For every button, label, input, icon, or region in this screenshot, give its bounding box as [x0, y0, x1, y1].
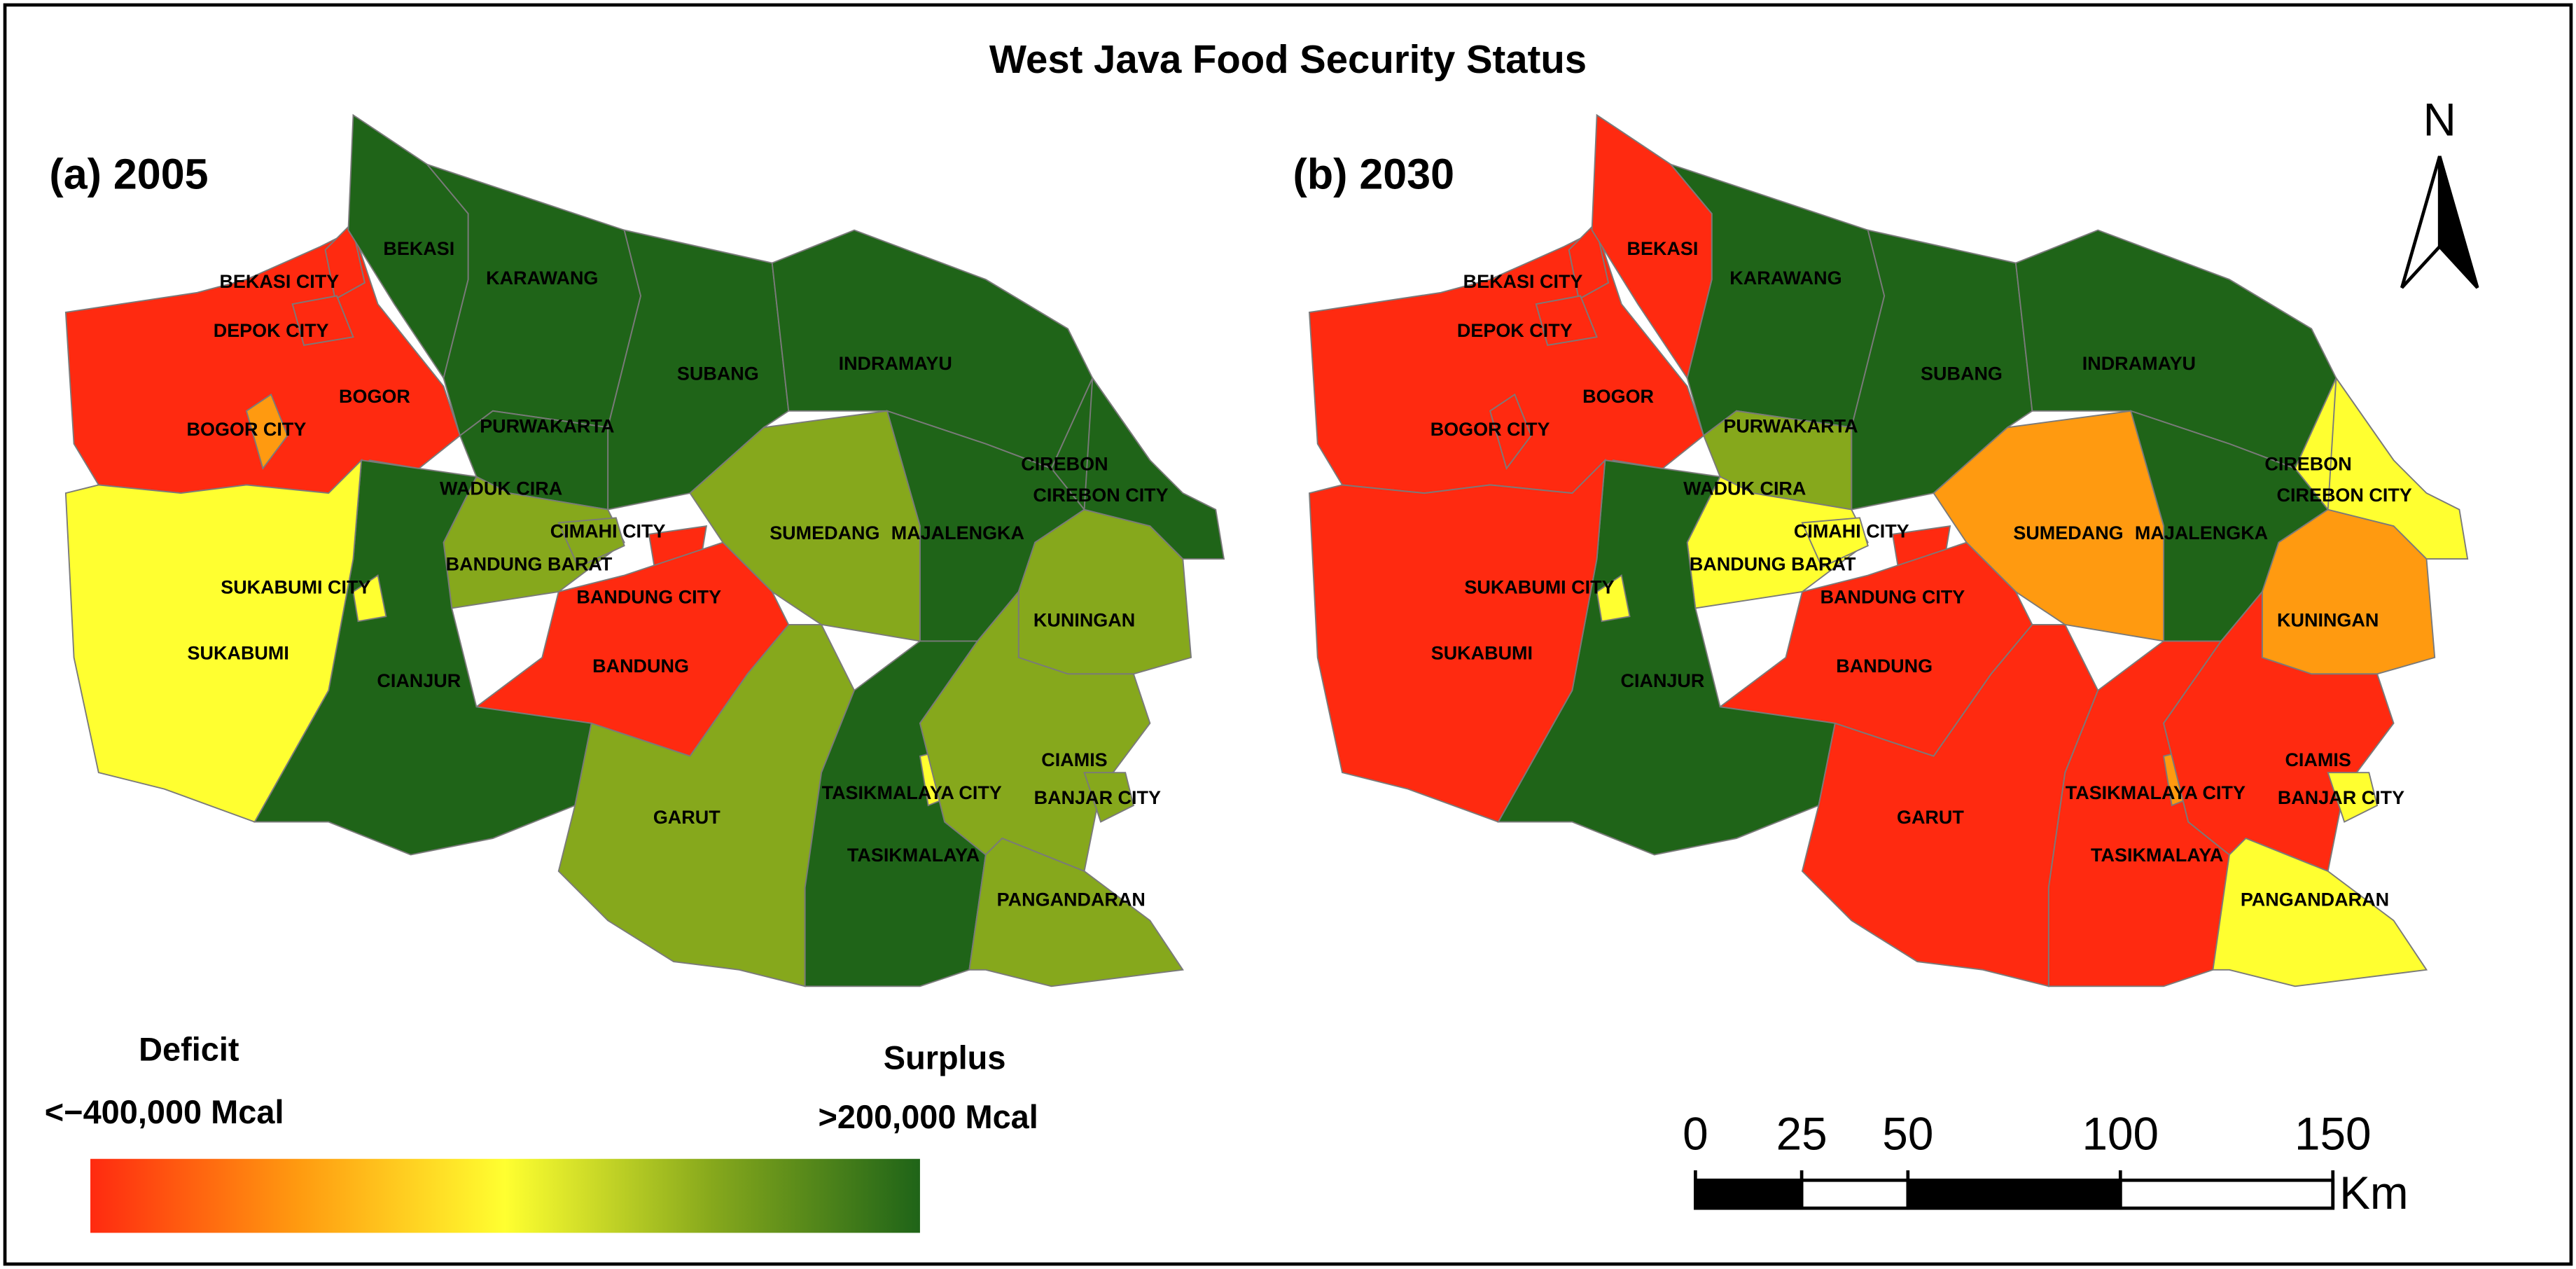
region: [1568, 222, 1610, 300]
region-label: DEPOK CITY: [214, 320, 329, 341]
region-label: SUMEDANG: [770, 522, 879, 543]
region-label: BEKASI: [1627, 238, 1699, 259]
region: [64, 458, 363, 823]
region-label: KARAWANG: [486, 268, 598, 289]
region-label: BANDUNG: [592, 656, 689, 677]
region-label: WADUK CIRA: [440, 478, 562, 499]
region-label: DEPOK CITY: [1457, 320, 1573, 341]
legend-gradient: [90, 1158, 920, 1233]
region-label: CIREBON CITY: [2277, 485, 2412, 506]
region: [2327, 772, 2379, 823]
region-label: TASIKMALAYA: [2091, 845, 2223, 866]
region-label: SUKABUMI CITY: [1464, 576, 1614, 597]
region-label: PANGANDARAN: [2241, 889, 2389, 910]
region: [2327, 376, 2469, 560]
region: [968, 837, 1184, 987]
region: [1489, 393, 1532, 471]
region-label: BANDUNG: [1836, 656, 1933, 677]
region-label: BANDUNG BARAT: [446, 554, 613, 575]
region: [324, 222, 365, 300]
title: West Java Food Security Status: [989, 37, 1587, 81]
region-label: CIMAHI CITY: [1794, 521, 1909, 542]
region-label: CIREBON: [2264, 453, 2351, 474]
scale-segment: [1799, 1178, 1910, 1210]
region-label: BOGOR CITY: [187, 419, 307, 440]
panel: (b) 2030 BEKASI BEKASI CITY DEPOK CITY BOGOR…: [1293, 113, 2469, 987]
region-label: BOGOR: [339, 386, 410, 407]
legend-low-label: Deficit: [139, 1032, 239, 1068]
region-label: BEKASI CITY: [1463, 271, 1583, 292]
region-label: PANGANDARAN: [997, 889, 1146, 910]
panel-title: (b) 2030: [1293, 151, 1455, 198]
scale-unit: Km: [2339, 1167, 2409, 1219]
panel-title: (a) 2005: [49, 151, 208, 198]
region: [352, 574, 387, 623]
region-label: WADUK CIRA: [1683, 478, 1806, 499]
region-label: BEKASI: [383, 238, 454, 259]
region-label: BANDUNG CITY: [576, 586, 721, 607]
region: [245, 393, 288, 471]
region-label: INDRAMAYU: [839, 353, 952, 374]
legend-high-label: Surplus: [884, 1039, 1006, 1076]
region: [1535, 295, 1598, 346]
scale-tick-label: 150: [2295, 1109, 2372, 1160]
region-label: GARUT: [653, 807, 720, 828]
region-label: CIMAHI CITY: [550, 521, 666, 542]
region-label: SUKABUMI CITY: [221, 576, 370, 597]
region-label: CIREBON CITY: [1033, 485, 1168, 506]
region-label: MAJALENGKA: [2135, 522, 2268, 543]
region-label: CIAMIS: [2285, 749, 2351, 770]
scale-tick-label: 0: [1683, 1109, 1708, 1160]
region: [1309, 458, 1606, 823]
region: [1801, 517, 1869, 569]
region-label: KUNINGAN: [2277, 609, 2379, 630]
scale-segment: [1694, 1178, 1804, 1210]
region: [557, 517, 625, 569]
region-label: BANJAR CITY: [2278, 787, 2404, 808]
region-label: TASIKMALAYA CITY: [822, 782, 1002, 803]
region-label: SUKABUMI: [1431, 642, 1533, 663]
maps: (a) 2005 BEKASI BEKASI CITY DEPOK CITY BOGOR…: [49, 113, 2469, 987]
region-label: BANJAR CITY: [1034, 787, 1161, 808]
region: [1083, 772, 1135, 823]
scale-bar: 0 25 50 100 150 Km: [1683, 1109, 2409, 1219]
region-label: KUNINGAN: [1033, 609, 1135, 630]
legend-low-value: <−400,000 Mcal: [45, 1094, 284, 1130]
region-label: CIANJUR: [377, 670, 461, 691]
region-label: SUBANG: [677, 363, 759, 384]
region: [1596, 574, 1631, 623]
north-label: N: [2423, 94, 2456, 145]
region-label: GARUT: [1897, 807, 1964, 828]
region-label: MAJALENGKA: [891, 522, 1024, 543]
region-label: SUKABUMI: [188, 642, 289, 663]
scale-segment: [1906, 1178, 2122, 1210]
region-label: BANDUNG BARAT: [1690, 554, 1856, 575]
region-label: CIREBON: [1021, 453, 1108, 474]
panel: (a) 2005 BEKASI BEKASI CITY DEPOK CITY BOGOR…: [49, 113, 1225, 987]
region-label: PURWAKARTA: [480, 415, 614, 436]
region-label: TASIKMALAYA: [847, 845, 980, 866]
region-label: CIAMIS: [1041, 749, 1107, 770]
region-label: SUBANG: [1921, 363, 2003, 384]
region-label: BANDUNG CITY: [1820, 586, 1965, 607]
region-label: PURWAKARTA: [1723, 415, 1858, 436]
region: [2212, 837, 2428, 987]
region-label: BOGOR: [1582, 386, 1654, 407]
region: [1083, 376, 1225, 560]
north-arrow: [2437, 155, 2479, 289]
scale-tick-label: 50: [1882, 1109, 1933, 1160]
region: [291, 295, 354, 346]
scale-tick-label: 100: [2082, 1109, 2159, 1160]
region-label: INDRAMAYU: [2082, 353, 2196, 374]
legend-high-value: >200,000 Mcal: [819, 1099, 1038, 1135]
region-label: SUMEDANG: [2013, 522, 2123, 543]
region-label: KARAWANG: [1729, 268, 1842, 289]
scale-tick-label: 25: [1776, 1109, 1827, 1160]
region-label: TASIKMALAYA CITY: [2066, 782, 2246, 803]
scale-segment: [2118, 1178, 2335, 1210]
region-label: BOGOR CITY: [1430, 419, 1550, 440]
region-label: CIANJUR: [1621, 670, 1705, 691]
region-label: BEKASI CITY: [219, 271, 339, 292]
